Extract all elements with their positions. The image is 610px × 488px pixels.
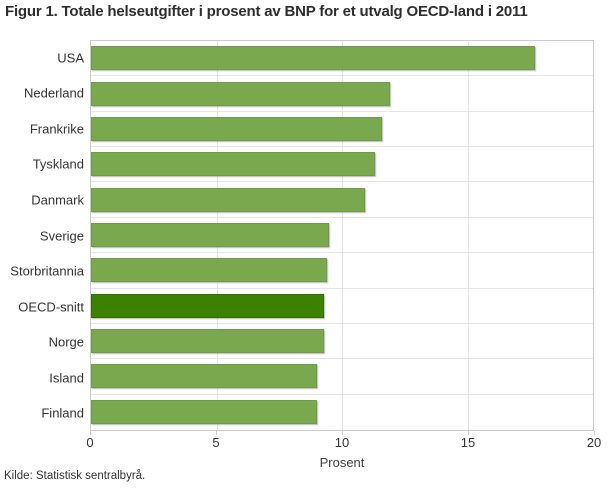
category-label-Tyskland: Tyskland (32, 156, 84, 172)
x-tick-label-0: 0 (86, 435, 94, 450)
bar-row (91, 253, 593, 289)
category-label-Island: Island (49, 370, 84, 386)
bar-Norge (91, 329, 325, 354)
bar-row (91, 147, 593, 183)
gridline-x-10 (342, 41, 343, 430)
category-label-Frankrike: Frankrike (29, 121, 84, 137)
x-tick-label-5: 5 (212, 435, 220, 450)
bar-Island (91, 364, 317, 389)
plot-area (90, 40, 594, 431)
bar-Finland (91, 400, 317, 425)
y-axis-category-labels: USA Nederland Frankrike Tyskland Danmark Sver… (0, 40, 84, 431)
tick-mark-x-20 (594, 431, 595, 435)
tick-mark-x-5 (216, 431, 217, 435)
bar-Sverige (91, 222, 330, 247)
bar-row (91, 112, 593, 148)
source-note: Kilde: Statistisk sentralbyrå. (4, 470, 146, 482)
bar-row (91, 359, 593, 395)
gridline-x-15 (467, 41, 469, 430)
bar-row (91, 289, 593, 324)
x-axis-label: Prosent (319, 455, 365, 470)
bar-Storbritannia (91, 258, 327, 283)
tick-mark-x-0 (90, 431, 91, 435)
bar-row (91, 395, 593, 430)
bar-Danmark (91, 187, 365, 212)
chart-title: Figur 1. Totale helseutgifter i prosent … (5, 3, 528, 20)
category-label-Finland: Finland (41, 405, 84, 421)
x-tick-label-20: 20 (586, 435, 602, 450)
category-label-USA: USA (57, 50, 84, 66)
category-label-Danmark: Danmark (31, 192, 84, 208)
x-tick-label-10: 10 (334, 435, 350, 450)
category-label-Storbritannia: Storbritannia (10, 263, 84, 279)
bar-Frankrike (91, 116, 383, 141)
bar-row (91, 324, 593, 360)
category-label-Norge: Norge (48, 334, 84, 350)
category-label-OECD-snitt: OECD-snitt (18, 299, 84, 315)
bar-highlight-OECD-snitt (91, 293, 325, 318)
bar-USA (91, 46, 536, 71)
tick-mark-x-15 (468, 431, 469, 435)
bar-row (91, 41, 593, 77)
category-label-Sverige: Sverige (39, 228, 84, 243)
bar-row (91, 76, 593, 112)
bar-Nederland (91, 81, 390, 106)
x-tick-label-15: 15 (460, 435, 476, 450)
tick-mark-x-10 (342, 431, 343, 435)
bar-row (91, 218, 593, 254)
category-label-Nederland: Nederland (24, 85, 84, 101)
bar-row (91, 182, 593, 218)
x-axis-ticks: 0 5 10 15 20 (86, 431, 601, 453)
bar-Tyskland (91, 152, 375, 177)
